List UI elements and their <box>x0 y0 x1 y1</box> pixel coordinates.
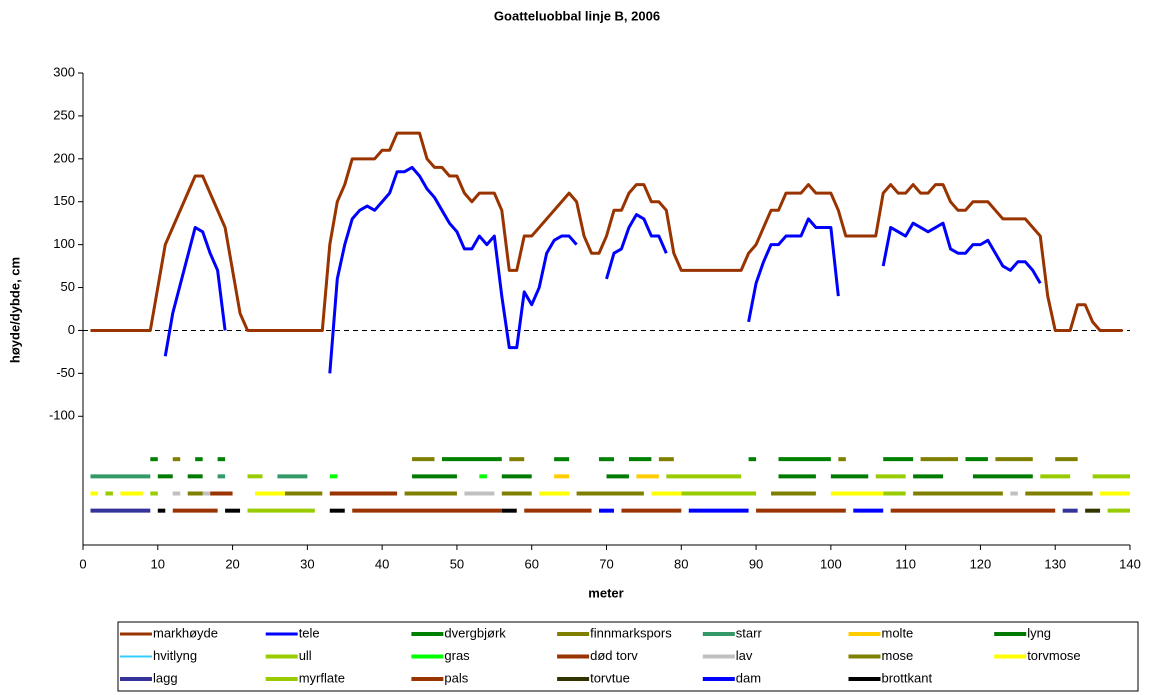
y-tick-label: 50 <box>61 279 75 294</box>
series-line <box>163 225 227 357</box>
x-tick-label: 60 <box>524 556 538 571</box>
series-line <box>328 165 578 374</box>
series-line <box>605 213 668 280</box>
y-tick-label: 150 <box>53 193 75 208</box>
y-tick-label: -100 <box>49 408 75 423</box>
legend-label: ull <box>299 648 312 663</box>
x-tick-label: 40 <box>375 556 389 571</box>
y-tick-label: -50 <box>56 365 75 380</box>
legend-label: torvtue <box>590 670 630 685</box>
x-tick-label: 90 <box>749 556 763 571</box>
y-tick-label: 250 <box>53 107 75 122</box>
x-tick-label: 20 <box>225 556 239 571</box>
x-tick-label: 80 <box>674 556 688 571</box>
x-tick-label: 120 <box>970 556 992 571</box>
legend-label: molte <box>882 625 914 640</box>
y-axis-label: høyde/dybde, cm <box>7 257 22 363</box>
legend-label: gras <box>444 648 470 663</box>
x-tick-label: 140 <box>1119 556 1141 571</box>
x-tick-label: 10 <box>151 556 165 571</box>
y-tick-label: 200 <box>53 150 75 165</box>
legend-label: starr <box>736 625 763 640</box>
x-axis-label: meter <box>588 585 623 600</box>
x-tick-label: 50 <box>450 556 464 571</box>
series-line <box>90 131 1123 332</box>
x-tick-label: 0 <box>79 556 86 571</box>
legend-label: dvergbjørk <box>444 625 506 640</box>
series-line <box>881 221 1042 285</box>
chart-title: Goatteluobbal linje B, 2006 <box>494 8 660 23</box>
y-tick-label: 0 <box>68 322 75 337</box>
legend-label: mose <box>882 648 914 663</box>
legend-label: død torv <box>590 648 638 663</box>
legend-label: torvmose <box>1027 648 1080 663</box>
legend-label: finnmarkspors <box>590 625 672 640</box>
plot-area <box>83 73 1130 545</box>
legend-label: hvitlyng <box>153 648 197 663</box>
legend-label: markhøyde <box>153 625 218 640</box>
x-tick-label: 70 <box>599 556 613 571</box>
legend-label: myrflate <box>299 670 345 685</box>
series-line <box>747 217 840 323</box>
legend-label: pals <box>444 670 468 685</box>
legend-label: tele <box>299 625 320 640</box>
y-tick-label: 300 <box>53 64 75 79</box>
legend-label: lagg <box>153 670 178 685</box>
legend-label: dam <box>736 670 761 685</box>
y-tick-label: 100 <box>53 236 75 251</box>
x-tick-label: 30 <box>300 556 314 571</box>
x-tick-label: 110 <box>895 556 916 571</box>
legend-label: brottkant <box>882 670 933 685</box>
x-tick-label: 130 <box>1044 556 1066 571</box>
legend-label: lyng <box>1027 625 1051 640</box>
x-tick-label: 100 <box>820 556 842 571</box>
legend-label: lav <box>736 648 753 663</box>
